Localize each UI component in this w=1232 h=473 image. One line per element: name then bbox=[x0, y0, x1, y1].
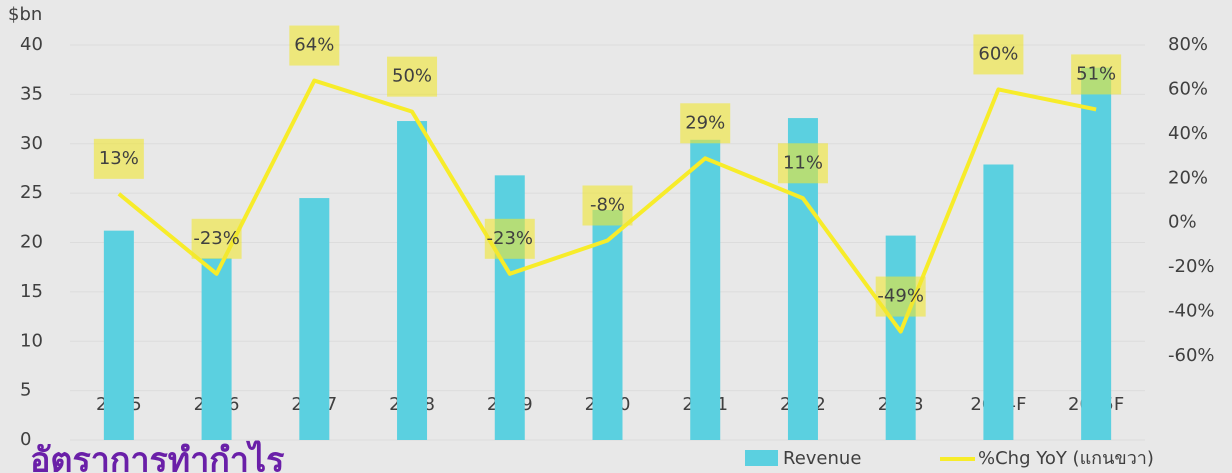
value-label-box bbox=[680, 103, 731, 144]
value-label: 60% bbox=[978, 43, 1018, 64]
value-label-box bbox=[973, 34, 1024, 75]
y2-tick-label: 60% bbox=[1168, 78, 1208, 99]
y2-tick-label: 0% bbox=[1168, 212, 1197, 233]
y2-tick-label: 20% bbox=[1168, 167, 1208, 188]
bar bbox=[1081, 67, 1112, 441]
value-label: 64% bbox=[294, 35, 334, 56]
value-label-box bbox=[1071, 54, 1122, 95]
value-label-box bbox=[191, 218, 242, 259]
y-tick-label: 10 bbox=[20, 330, 43, 351]
y2-tick-label: 80% bbox=[1168, 34, 1208, 55]
y2-tick-label: -20% bbox=[1168, 256, 1215, 277]
y-tick-label: 20 bbox=[20, 232, 43, 253]
caption: อัตราการทำกำไร bbox=[30, 440, 285, 473]
value-label-box bbox=[387, 56, 438, 97]
bar bbox=[201, 258, 232, 440]
y-tick-label: 35 bbox=[20, 83, 43, 104]
y-tick-label: 15 bbox=[20, 281, 43, 302]
value-label: 13% bbox=[99, 148, 139, 169]
legend-label: Revenue bbox=[783, 448, 861, 469]
bar bbox=[690, 139, 721, 441]
bar bbox=[494, 175, 525, 440]
bar bbox=[885, 235, 916, 440]
value-label: -49% bbox=[877, 286, 924, 307]
bar bbox=[397, 121, 428, 440]
value-label-box bbox=[484, 218, 535, 259]
bar bbox=[592, 209, 623, 440]
bar bbox=[983, 164, 1014, 441]
value-label: -8% bbox=[590, 194, 625, 215]
y-tick-label: 40 bbox=[20, 34, 43, 55]
legend-swatch bbox=[745, 450, 778, 466]
line bbox=[117, 78, 1097, 334]
value-label: 11% bbox=[783, 152, 823, 173]
value-label-box bbox=[777, 143, 828, 184]
value-label: 50% bbox=[392, 66, 432, 87]
y-tick-label: 5 bbox=[20, 380, 31, 401]
y2-tick-label: 40% bbox=[1168, 123, 1208, 144]
y-tick-label: 0 bbox=[20, 429, 31, 450]
value-label-box bbox=[582, 185, 633, 226]
value-label-box bbox=[289, 25, 340, 66]
y-tick-label: 25 bbox=[20, 182, 43, 203]
value-label: 51% bbox=[1076, 63, 1116, 84]
value-label: 29% bbox=[685, 112, 725, 133]
value-label: -23% bbox=[487, 228, 534, 249]
value-label-box bbox=[875, 276, 926, 317]
y2-tick-label: -40% bbox=[1168, 301, 1215, 322]
bar bbox=[103, 230, 134, 440]
legend-label: %Chg YoY (แกนขวา) bbox=[978, 448, 1154, 469]
bar bbox=[299, 198, 330, 440]
value-label-box bbox=[93, 138, 144, 179]
y-tick-label: 30 bbox=[20, 133, 43, 154]
value-label: -23% bbox=[193, 228, 240, 249]
y2-tick-label: -60% bbox=[1168, 345, 1215, 366]
y-axis-unit: $bn bbox=[8, 4, 42, 25]
